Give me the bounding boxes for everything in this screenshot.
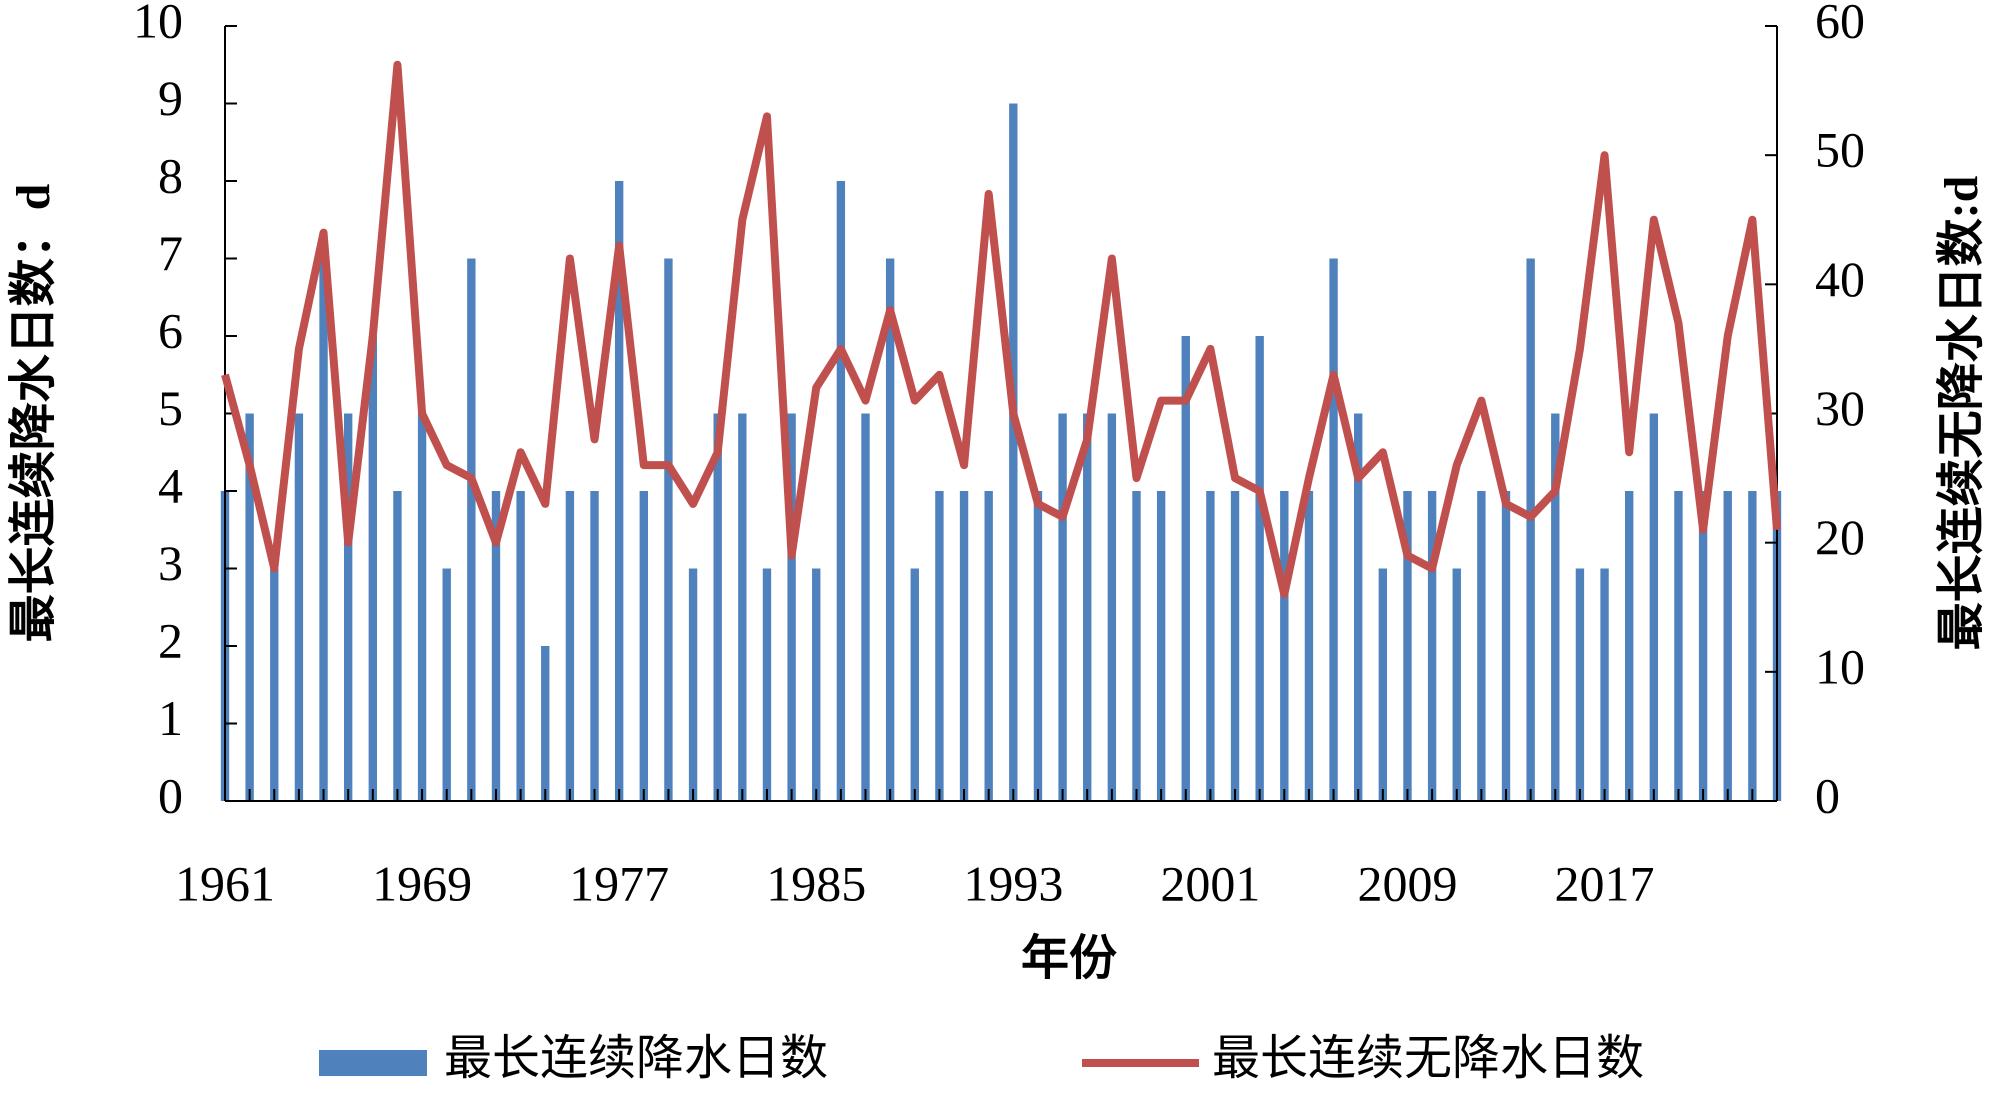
bar (1575, 568, 1585, 801)
bar (270, 568, 279, 801)
bar (614, 181, 624, 801)
bar (861, 413, 870, 801)
bar (1329, 258, 1338, 801)
bar (1551, 413, 1560, 801)
bar (1280, 491, 1289, 801)
bar (1698, 491, 1708, 801)
x-tick-label: 1969 (372, 855, 472, 911)
y-axis-title: 最长连续降水日数：d (7, 183, 60, 642)
y-tick-label: 8 (158, 147, 183, 203)
bar (688, 568, 698, 801)
bar (1723, 491, 1732, 801)
bar (1083, 413, 1092, 801)
bar (541, 646, 550, 801)
bar (1501, 491, 1511, 801)
legend-label: 最长连续降水日数 (444, 1032, 828, 1085)
bar (491, 491, 501, 801)
bar (935, 491, 944, 801)
y2-tick-label: 20 (1815, 509, 1865, 565)
bar (664, 258, 673, 801)
y-tick-label: 0 (158, 767, 183, 823)
bar (1107, 413, 1117, 801)
bar (812, 568, 821, 801)
bar (1206, 491, 1215, 801)
bar (1033, 491, 1043, 801)
x-tick-label: 2009 (1357, 855, 1457, 911)
line (221, 60, 1781, 599)
bar (516, 491, 525, 801)
bar (565, 491, 575, 801)
bar (787, 413, 796, 801)
x-tick-label: 1985 (766, 855, 866, 911)
bar (368, 336, 377, 801)
y2-tick-label: 0 (1815, 767, 1840, 823)
bar (910, 568, 919, 801)
bar (1156, 491, 1166, 801)
y2-tick-label: 10 (1815, 638, 1865, 694)
bar (639, 491, 648, 801)
y2-tick-label: 50 (1815, 122, 1865, 178)
bar (1649, 413, 1659, 801)
bar (294, 413, 304, 801)
y-tick-label: 7 (158, 225, 183, 281)
bar (885, 258, 895, 801)
bar (1230, 491, 1240, 801)
bar (1600, 568, 1609, 801)
bar (836, 181, 846, 801)
bar (1304, 491, 1314, 801)
bar (1181, 336, 1190, 801)
bar (762, 568, 772, 801)
bar (1427, 491, 1437, 801)
bar (1255, 336, 1264, 801)
bar (738, 413, 747, 801)
bar (1674, 491, 1683, 801)
bar (1009, 103, 1018, 801)
legend-label: 最长连续无降水日数 (1212, 1032, 1644, 1085)
bar (442, 568, 451, 801)
x-tick-label: 1961 (175, 855, 275, 911)
bar (1378, 568, 1388, 801)
bar (467, 258, 476, 801)
bar (713, 413, 722, 801)
bar (590, 491, 599, 801)
y2-tick-label: 60 (1815, 0, 1865, 48)
bar (393, 491, 402, 801)
y-tick-label: 4 (158, 457, 183, 513)
y-tick-label: 6 (158, 302, 183, 358)
y-tick-label: 9 (158, 70, 183, 126)
bar (1452, 568, 1461, 801)
bar (1354, 413, 1363, 801)
x-tick-label: 1993 (963, 855, 1063, 911)
bar (1132, 491, 1141, 801)
y-tick-label: 3 (158, 535, 183, 591)
bar (343, 413, 353, 801)
y-tick-label: 5 (158, 380, 183, 436)
bar (959, 491, 969, 801)
y2-tick-label: 30 (1815, 380, 1865, 436)
bar (1403, 491, 1412, 801)
bar (245, 413, 254, 801)
x-tick-label: 2017 (1555, 855, 1655, 911)
x-tick-label: 1977 (569, 855, 669, 911)
bar (1526, 258, 1535, 801)
bar (1477, 491, 1486, 801)
y-tick-label: 1 (158, 690, 183, 746)
bar (984, 491, 993, 801)
legend-swatch (319, 1050, 427, 1076)
y-tick-label: 2 (158, 612, 183, 668)
y2-axis-title: 最长连续无降水日数:d (1935, 175, 1988, 650)
bar (319, 258, 328, 801)
y-tick-label: 10 (133, 0, 183, 48)
bar (417, 413, 427, 801)
bar (1625, 491, 1634, 801)
x-axis-title: 年份 (1021, 932, 1117, 985)
x-tick-label: 2001 (1160, 855, 1260, 911)
bar (1748, 491, 1757, 801)
bar (1058, 413, 1067, 801)
y2-tick-label: 40 (1815, 251, 1865, 307)
